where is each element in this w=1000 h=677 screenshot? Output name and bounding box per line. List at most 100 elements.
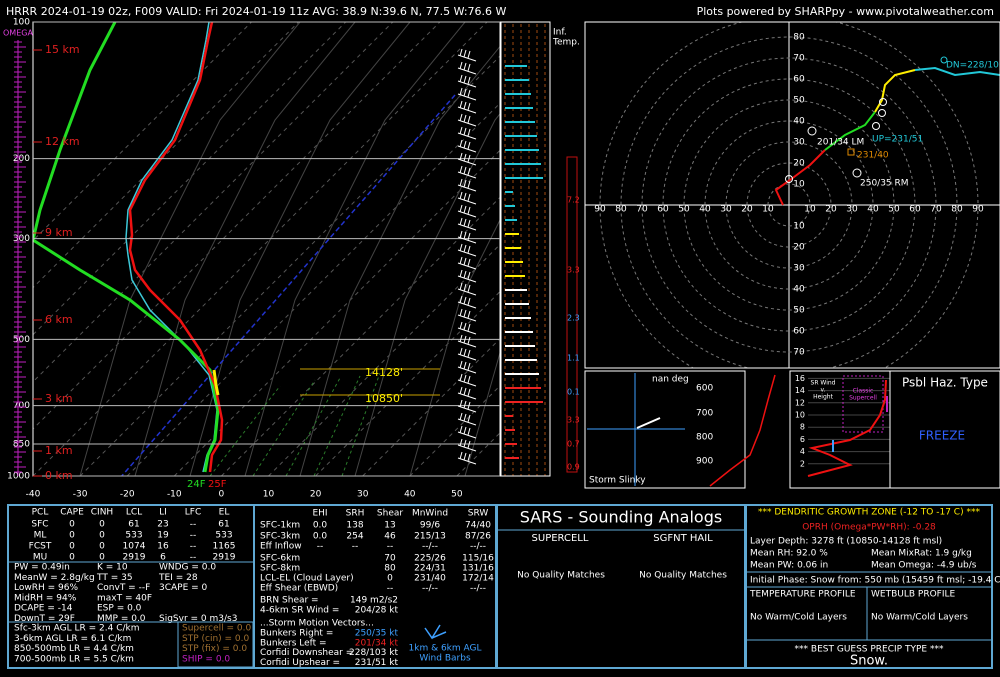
kin-cell: 131/16	[462, 564, 494, 574]
wind-barb	[463, 322, 467, 331]
panel-frame	[745, 504, 993, 669]
hodo-ring-label: 60	[909, 205, 921, 215]
slinky-pressure: 800	[696, 433, 713, 443]
wind-barb	[459, 451, 463, 460]
wind-barb	[463, 231, 467, 240]
kin-header: SRW	[468, 509, 489, 519]
hodo-ring-label: 20	[793, 243, 805, 253]
isotherm	[33, 22, 347, 336]
wind-barb	[457, 405, 477, 413]
wind-barb	[463, 179, 467, 188]
kin-row-label: SFC-1km	[260, 521, 300, 531]
lapse-rate: 3-6km AGL LR = 6.1 C/km	[14, 634, 131, 644]
wind-barb	[467, 440, 471, 449]
hodo-ring-label: 10	[804, 205, 816, 215]
wind-barb	[463, 62, 467, 71]
mixing-ratio	[313, 375, 361, 476]
parcel-cell: 16	[157, 542, 169, 552]
layer-depth: Layer Depth: 3278 ft (10850-14128 ft msl…	[750, 537, 942, 547]
parcel-cell: 533	[125, 531, 142, 541]
inf-band	[566, 156, 578, 473]
wind-barb	[459, 165, 463, 174]
kin-row-label: SFC-8km	[260, 564, 300, 574]
wind-barb	[463, 205, 467, 214]
lapse-rate: 850-500mb LR = 4.4 C/km	[14, 644, 134, 654]
wind-barb	[467, 453, 471, 462]
wind-barb	[463, 244, 467, 253]
isotherm	[33, 22, 441, 430]
wind-barb	[457, 80, 477, 88]
srwind-height: 16	[795, 374, 805, 383]
wind-barb	[463, 309, 467, 318]
hodo-ring-label: 10	[793, 180, 805, 190]
surface-temperature: 25F	[208, 479, 227, 490]
srwind-height: 12	[795, 398, 805, 407]
kin-cell: 215/13	[414, 532, 446, 542]
index-cell: 3CAPE = 0	[159, 583, 208, 593]
wind-barb	[457, 171, 477, 179]
hodo-ring	[725, 141, 853, 269]
wind-barb	[457, 145, 477, 153]
temperature-tick: 40	[404, 490, 416, 500]
wind-barb	[467, 362, 471, 371]
slinky-profile	[709, 374, 776, 487]
index-cell: TEI = 28	[158, 573, 198, 583]
wind-barb	[457, 327, 477, 335]
wind-barb	[463, 361, 467, 370]
index-cell: DCAPE = -14	[14, 604, 73, 614]
wind-barb	[467, 206, 471, 215]
parcel-header: CINH	[91, 508, 113, 518]
index-cell: K = 10	[97, 563, 128, 573]
temperature-tick: 0	[219, 490, 225, 500]
parcel-header: CAPE	[60, 508, 84, 518]
sars-result: No Quality Matches	[517, 571, 605, 581]
severe-frame	[177, 621, 254, 668]
wind-barb	[457, 444, 477, 452]
hodo-ring-label: 40	[793, 285, 805, 295]
wind-barb	[457, 236, 477, 244]
temperature-tick: -10	[167, 490, 182, 500]
wind-barb	[457, 379, 477, 387]
kin-cell: 70	[384, 554, 396, 564]
wind-barb	[459, 269, 463, 278]
parcel-cell: 0	[99, 531, 105, 541]
kin-cell: 254	[346, 532, 363, 542]
hazard-frame	[889, 370, 1000, 489]
wetbulb-profile-title: WETBULB PROFILE	[871, 590, 956, 600]
inf-label: 3.3	[567, 266, 580, 275]
temperature-tick: 30	[357, 490, 369, 500]
wind-barb	[457, 457, 477, 465]
wind-barb	[467, 76, 471, 85]
precip-type: Snow.	[850, 654, 888, 669]
hodo-trace-mid	[824, 111, 876, 151]
hodo-marker	[807, 126, 817, 136]
hodo-ring-label: 20	[793, 159, 805, 169]
wind-barb	[467, 115, 471, 124]
index-cell: DownT = 29F	[14, 614, 75, 624]
inf-label: 0.1	[567, 388, 580, 397]
index-cell: ConvT = --F	[97, 583, 150, 593]
wind-barb	[467, 297, 471, 306]
mean-omega: Mean Omega: -4.9 ub/s	[871, 561, 977, 571]
parcel-cell: 6	[160, 553, 166, 563]
wind-barb	[459, 360, 463, 369]
parcel-cell: FCST	[29, 542, 52, 552]
parcel-header: LI	[159, 508, 167, 518]
dry-adiabat	[464, 350, 500, 476]
hodo-ring-label: 60	[793, 75, 805, 85]
srwind-height: 2	[800, 459, 805, 468]
wind-barb	[463, 283, 467, 292]
kin-header: SRH	[346, 509, 365, 519]
temperature-tick: 10	[263, 490, 275, 500]
wind-barb	[459, 425, 463, 434]
hodo-ring-label: 50	[678, 205, 690, 215]
hodo-ring	[620, 36, 958, 368]
hodo-ring-label: 60	[793, 327, 805, 337]
motion-value: 250/35 kt	[355, 629, 399, 639]
dry-adiabat	[244, 22, 466, 476]
hodo-ring-label: 30	[720, 205, 732, 215]
wind-barb	[459, 243, 463, 252]
wind-barb	[457, 184, 477, 192]
index-cell: TT = 35	[96, 573, 133, 583]
hodo-ring	[662, 78, 916, 332]
